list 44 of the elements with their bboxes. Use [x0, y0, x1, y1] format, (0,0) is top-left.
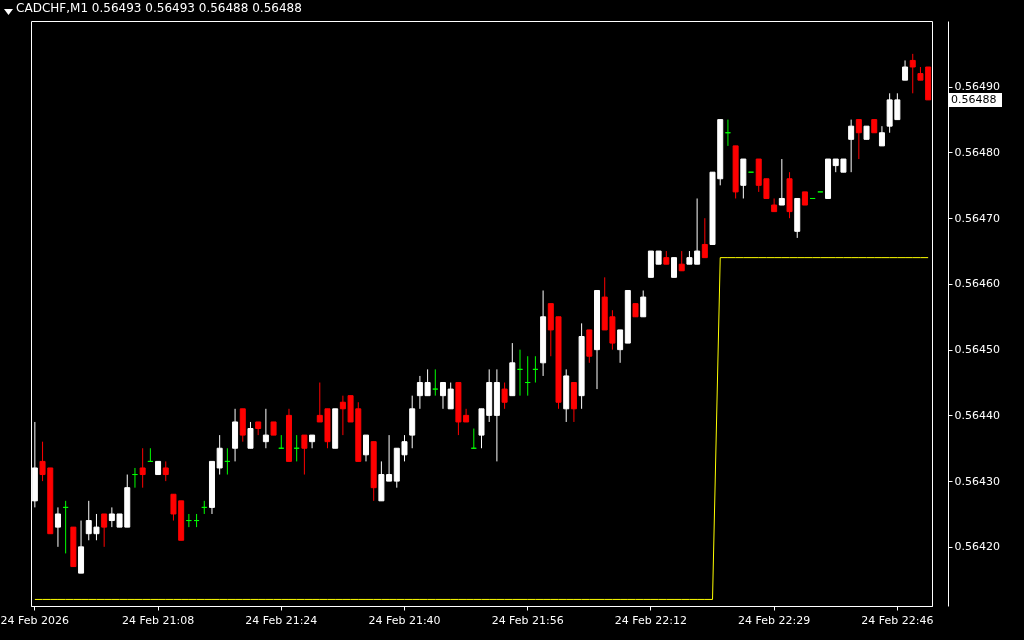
candlestick [432, 368, 439, 397]
y-tick-label: 0.56470 [954, 211, 1000, 225]
candlestick [54, 506, 61, 548]
candlestick [309, 434, 316, 449]
x-tick-label: 24 Feb 21:24 [245, 613, 318, 627]
y-tick-label: 0.56440 [954, 408, 1000, 422]
candlestick [440, 382, 446, 410]
candlestick [262, 408, 269, 449]
candlestick [771, 197, 778, 213]
candlestick [640, 289, 647, 318]
candlestick [301, 434, 308, 476]
x-tick-label: 24 Feb 21:40 [368, 613, 441, 627]
y-tick-label: 0.56480 [954, 145, 1000, 159]
y-tick-label: 0.56450 [954, 343, 1000, 357]
x-tick-label: 24 Feb 21:56 [491, 613, 564, 627]
x-tick-label: 24 Feb 22:29 [738, 613, 811, 627]
candlestick [855, 119, 862, 160]
x-tick-label: 24 Feb 21:08 [121, 613, 195, 627]
y-tick-label: 0.56490 [954, 80, 1000, 94]
candlestick [701, 217, 708, 259]
x-tick-label: 24 Feb 2026 [0, 613, 70, 627]
text: 0.56488 [951, 92, 997, 106]
candlestick [247, 421, 254, 449]
chart-title: CADCHF,M1 0.56493 0.56493 0.56488 0.56488 [16, 1, 302, 15]
candlestick [139, 447, 146, 489]
candlestick [216, 434, 223, 476]
candlestick [447, 382, 454, 410]
candlestick [162, 460, 169, 482]
x-tick-label: 24 Feb 22:46 [861, 613, 934, 627]
candlestick [678, 250, 685, 272]
y-tick-label: 0.56420 [954, 540, 1000, 554]
candlestick [848, 119, 855, 173]
candlestick [671, 257, 678, 278]
candlestick [617, 329, 624, 364]
y-tick-label: 0.56430 [954, 474, 1000, 488]
candlestick [501, 382, 508, 410]
candlestick [909, 53, 916, 94]
candlestick [878, 125, 885, 147]
candlestick [778, 158, 785, 206]
candlestick [902, 59, 909, 81]
x-tick-label: 24 Feb 22:12 [614, 613, 687, 627]
candlestick [101, 513, 108, 548]
y-tick-label: 0.56460 [954, 277, 1000, 291]
candlestick [362, 434, 369, 462]
